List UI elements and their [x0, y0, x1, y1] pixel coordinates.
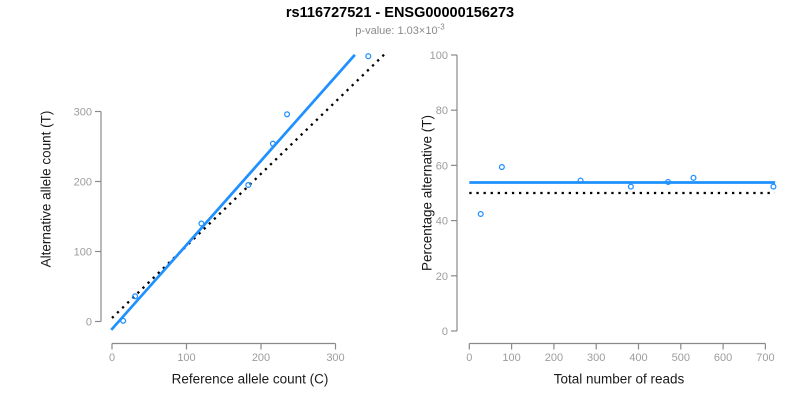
plot-title: rs116727521 - ENSG00000156273 [285, 5, 515, 21]
right-x-tick-label: 300 [587, 352, 605, 364]
right-x-tick-label: 100 [502, 352, 520, 364]
left-x-tick-label: 200 [252, 352, 270, 364]
left-y-axis-title: Alternative allele count (T) [38, 110, 54, 268]
left-x-tick-label: 100 [177, 352, 195, 364]
right-plot-panel: 0 100 200 300 400 500 600 700 0 20 40 60 80 100 [430, 50, 777, 364]
right-data-point [770, 183, 777, 190]
left-data-point [198, 220, 205, 227]
right-x-tick-label: 0 [466, 352, 472, 364]
right-data-point [690, 174, 697, 181]
right-y-axis-title: Percentage alternative (T) [419, 114, 435, 272]
right-data-point [577, 177, 584, 184]
left-x-tick-label: 0 [109, 352, 115, 364]
identity-line [111, 53, 386, 319]
left-y-tick-label: 0 [86, 317, 92, 329]
left-data-point [132, 293, 139, 300]
fit-line [110, 53, 356, 331]
right-x-tick-label: 600 [714, 352, 732, 364]
right-y-tick-label: 100 [430, 50, 448, 62]
left-y-tick-label: 100 [74, 247, 92, 259]
right-y-tick-label: 20 [436, 271, 448, 283]
left-data-point [269, 140, 276, 147]
right-x-tick-label: 200 [545, 352, 563, 364]
right-x-tick-label: 500 [672, 352, 690, 364]
right-x-axis-title: Total number of reads [553, 371, 685, 387]
right-data-point [665, 178, 672, 185]
left-x-axis-title: Reference allele count (C) [171, 371, 329, 387]
p-value-exponent: -3 [437, 22, 445, 32]
p-value-text: p-value: 1.03×10 [355, 25, 438, 37]
left-y-tick-label: 200 [74, 177, 92, 189]
right-y-tick-label: 80 [436, 105, 448, 117]
left-data-point [365, 53, 372, 60]
right-data-point [477, 210, 484, 218]
left-plot-panel: 0 100 200 300 0 100 200 300 [74, 53, 386, 364]
right-data-point [498, 164, 505, 171]
p-value-subtitle: p-value: 1.03×10-3 [0, 22, 800, 37]
left-data-point [245, 181, 252, 189]
right-y-tick-label: 0 [442, 326, 448, 338]
right-y-tick-label: 40 [436, 216, 448, 228]
right-y-tick-label: 60 [436, 160, 448, 172]
left-data-point [120, 317, 127, 324]
right-x-tick-label: 700 [756, 352, 774, 364]
left-data-point [284, 111, 291, 118]
left-x-tick-label: 300 [326, 352, 344, 364]
right-x-tick-label: 400 [629, 352, 647, 364]
left-y-tick-label: 300 [74, 107, 92, 119]
right-data-point [627, 183, 634, 190]
